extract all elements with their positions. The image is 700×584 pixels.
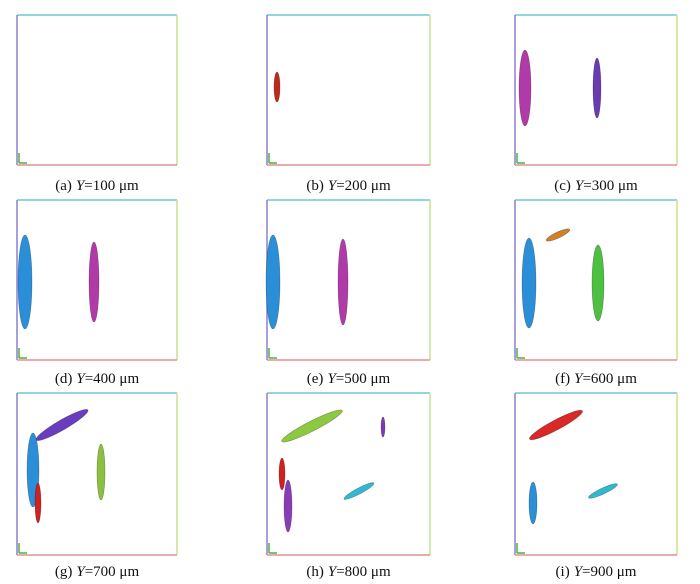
caption-label: (d) xyxy=(55,371,73,387)
caption-value: =500 μm xyxy=(336,371,391,387)
caption-value: =200 μm xyxy=(336,178,391,194)
caption-label: (e) xyxy=(307,371,324,387)
caption-variable: Y xyxy=(328,564,338,580)
particle xyxy=(528,481,538,525)
caption-variable: Y xyxy=(574,564,584,580)
particle xyxy=(343,482,375,500)
panel: (c) Y=300 μm xyxy=(514,14,678,194)
axis-triad xyxy=(268,348,277,359)
panel-caption: (a) Y=100 μm xyxy=(55,178,139,194)
panel: (a) Y=100 μm xyxy=(16,14,178,194)
caption-value: =800 μm xyxy=(336,564,391,580)
caption-variable: Y xyxy=(76,564,86,580)
particle xyxy=(591,244,605,322)
particle xyxy=(380,416,386,438)
caption-label: (h) xyxy=(306,564,324,580)
panel: (f) Y=600 μm xyxy=(514,199,678,387)
particle xyxy=(592,57,602,119)
panel-background xyxy=(17,393,177,555)
panel-background xyxy=(515,393,677,555)
caption-value: =900 μm xyxy=(582,564,637,580)
panel: (h) Y=800 μm xyxy=(266,392,431,580)
panel-caption: (d) Y=400 μm xyxy=(55,371,140,387)
particle xyxy=(545,228,571,242)
particle xyxy=(529,409,583,441)
panel: (g) Y=700 μm xyxy=(16,392,178,580)
panel: (e) Y=500 μm xyxy=(265,199,431,387)
caption-variable: Y xyxy=(328,178,338,194)
caption-variable: Y xyxy=(76,178,86,194)
caption-label: (f) xyxy=(555,371,570,387)
caption-variable: Y xyxy=(574,371,584,387)
caption-variable: Y xyxy=(76,371,86,387)
panel-caption: (b) Y=200 μm xyxy=(306,178,391,194)
panel: (i) Y=900 μm xyxy=(514,392,678,580)
axis-triad xyxy=(268,543,277,554)
panel-caption: (e) Y=500 μm xyxy=(307,371,391,387)
caption-value: =600 μm xyxy=(582,371,637,387)
axis-triad xyxy=(516,348,525,359)
particle xyxy=(588,483,618,499)
particle xyxy=(518,49,532,127)
axis-triad xyxy=(268,153,277,164)
caption-label: (g) xyxy=(55,564,73,580)
caption-label: (i) xyxy=(556,564,570,580)
caption-value: =400 μm xyxy=(85,371,140,387)
particle xyxy=(337,238,349,326)
particle xyxy=(17,234,33,330)
caption-label: (c) xyxy=(554,178,571,194)
panel: (b) Y=200 μm xyxy=(266,14,431,194)
panel-caption: (c) Y=300 μm xyxy=(554,178,638,194)
particle xyxy=(521,237,537,329)
particle xyxy=(273,71,281,103)
caption-value: =100 μm xyxy=(84,178,139,194)
panel-background xyxy=(17,15,177,165)
panel-background xyxy=(267,200,430,360)
axis-triad xyxy=(516,543,525,554)
caption-value: =700 μm xyxy=(85,564,140,580)
caption-label: (a) xyxy=(55,178,72,194)
particle xyxy=(34,482,42,524)
panel-caption: (g) Y=700 μm xyxy=(55,564,140,580)
panel-background xyxy=(267,393,430,555)
caption-variable: Y xyxy=(327,371,337,387)
axis-triad xyxy=(516,153,525,164)
panel-caption: (f) Y=600 μm xyxy=(555,371,637,387)
panel-caption: (h) Y=800 μm xyxy=(306,564,391,580)
caption-label: (b) xyxy=(306,178,324,194)
particle xyxy=(278,457,286,491)
particle xyxy=(281,409,343,443)
panel-caption: (i) Y=900 μm xyxy=(556,564,637,580)
panel: (d) Y=400 μm xyxy=(16,199,178,387)
caption-value: =300 μm xyxy=(583,178,638,194)
particle xyxy=(88,241,100,323)
particle xyxy=(96,443,106,501)
axis-triad xyxy=(18,348,27,359)
particle xyxy=(283,479,293,533)
caption-variable: Y xyxy=(575,178,585,194)
axis-triad xyxy=(18,153,27,164)
axis-triad xyxy=(18,543,27,554)
particle xyxy=(265,234,281,330)
panel-background xyxy=(267,15,430,165)
